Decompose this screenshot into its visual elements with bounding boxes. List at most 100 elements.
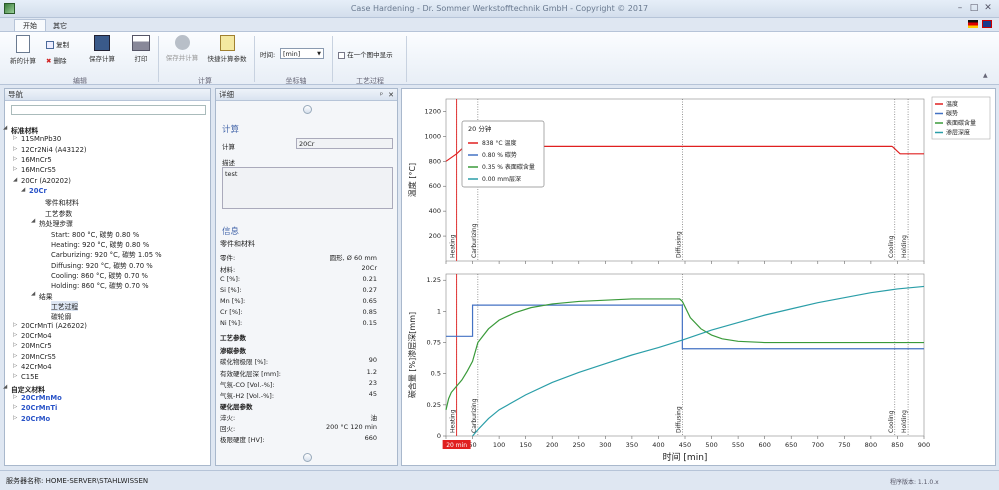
tree-item[interactable]: 11SMnPb30 bbox=[21, 135, 62, 144]
tree-item[interactable]: 20Cr (A20202) bbox=[21, 176, 71, 185]
german-flag-icon[interactable] bbox=[968, 20, 978, 28]
tree-expand-icon[interactable]: ▷ bbox=[13, 156, 18, 163]
detail-label: Ni [%]: bbox=[220, 319, 243, 327]
group-process-label: 工艺过程 bbox=[356, 77, 384, 85]
tree-item[interactable]: Holding: 860 °C, 碳势 0.70 % bbox=[51, 282, 149, 291]
tree-expand-icon[interactable]: ▷ bbox=[13, 352, 18, 359]
tree-expand-icon[interactable]: ▷ bbox=[13, 394, 18, 401]
tree-item[interactable]: 20CrMnMo bbox=[21, 394, 62, 403]
tree-item[interactable]: 自定义材料 bbox=[11, 385, 45, 394]
y-tick-label: 1 bbox=[437, 307, 441, 315]
tree-expand-icon[interactable]: ▷ bbox=[13, 321, 18, 328]
tree-item[interactable]: 20MnCrS5 bbox=[21, 352, 56, 361]
tree-collapse-icon[interactable]: ◢ bbox=[31, 290, 36, 297]
tree-item[interactable]: 20CrMnTi (A26202) bbox=[21, 321, 87, 330]
tree-item[interactable]: Diffusing: 920 °C, 碳势 0.70 % bbox=[51, 261, 153, 270]
print-button[interactable]: 打印 bbox=[128, 35, 154, 63]
x-tick-label: 850 bbox=[891, 441, 903, 449]
cursor-label: 20 min bbox=[446, 442, 467, 449]
chevron-down-icon: ▼ bbox=[317, 51, 321, 57]
part-material-heading: 零件和材料 bbox=[220, 240, 255, 248]
tree-item[interactable]: 热处理步骤 bbox=[39, 220, 73, 229]
tree-expand-icon[interactable]: ▷ bbox=[13, 373, 18, 380]
pin-icon[interactable]: ᵖ bbox=[380, 91, 383, 99]
scroll-down-icon[interactable] bbox=[303, 453, 312, 462]
copy-icon bbox=[46, 41, 54, 49]
uk-flag-icon[interactable] bbox=[982, 20, 992, 28]
calc-name-field[interactable]: 20Cr bbox=[296, 138, 393, 149]
tree-collapse-icon[interactable]: ◢ bbox=[3, 383, 8, 390]
x-tick-label: 400 bbox=[652, 441, 664, 449]
y-tick-label: 200 bbox=[429, 232, 441, 240]
tree-item[interactable]: 标准材料 bbox=[11, 127, 39, 135]
tree-expand-icon[interactable]: ▷ bbox=[13, 414, 18, 421]
detail-value: 200 °C 120 min bbox=[325, 423, 377, 431]
tree-item[interactable]: 工艺参数 bbox=[45, 209, 73, 218]
tree-collapse-icon[interactable]: ◢ bbox=[31, 218, 36, 225]
quick-calc-button[interactable]: 快捷计算参数 bbox=[204, 35, 250, 63]
series-line-碳势 bbox=[446, 304, 924, 350]
tree-item[interactable]: C15E bbox=[21, 373, 39, 382]
close-icon[interactable]: ✕ bbox=[388, 91, 394, 99]
tree-item[interactable]: 42CrMo4 bbox=[21, 363, 52, 372]
tree-expand-icon[interactable]: ▷ bbox=[13, 135, 18, 142]
tree-item[interactable]: 20CrMo4 bbox=[21, 332, 52, 340]
tree-item[interactable]: 20CrMo bbox=[21, 414, 51, 423]
tree-item[interactable]: Heating: 920 °C, 碳势 0.80 % bbox=[51, 240, 150, 249]
delete-button[interactable]: ✖ 删除 bbox=[46, 56, 67, 66]
chart-pane: 200 400 600 800 1000 1200 温度 [°C] Heating Carbur… bbox=[401, 88, 996, 466]
tree-item[interactable]: 12Cr2Ni4 (A43122) bbox=[21, 145, 87, 154]
tree-collapse-icon[interactable]: ◢ bbox=[3, 125, 8, 131]
x-tick-label: 800 bbox=[865, 441, 877, 449]
tree-collapse-icon[interactable]: ◢ bbox=[13, 176, 18, 183]
show-one-chart-checkbox[interactable]: 在一个图中显示 bbox=[338, 50, 393, 60]
tree-item[interactable]: 20MnCr5 bbox=[21, 342, 52, 351]
tree-expand-icon[interactable]: ▷ bbox=[13, 332, 18, 338]
y-tick-label: 600 bbox=[429, 182, 441, 190]
close-button[interactable]: ✕ bbox=[984, 3, 992, 13]
ribbon-collapse-icon[interactable]: ▲ bbox=[983, 72, 988, 79]
tree-item[interactable]: Cooling: 860 °C, 碳势 0.70 % bbox=[51, 271, 149, 280]
nav-search-input[interactable] bbox=[11, 105, 206, 115]
tree-expand-icon[interactable]: ▷ bbox=[13, 145, 18, 152]
tree-expand-icon[interactable]: ▷ bbox=[13, 342, 18, 349]
time-unit-select[interactable]: [min] ▼ bbox=[280, 48, 324, 59]
tab-other[interactable]: 其它 bbox=[53, 22, 67, 30]
ribbon-separator bbox=[254, 36, 255, 82]
tree-item[interactable]: 16MnCr5 bbox=[21, 156, 52, 165]
phase-label: Heating bbox=[450, 409, 457, 433]
navigation-pane: 导航 ◢ 标准材料 ▷ 11SMnPb30 ▷ 12Cr2Ni4 (A43122) ▷ 16M… bbox=[3, 88, 211, 466]
tree-item[interactable]: 20Cr bbox=[29, 187, 47, 196]
new-calc-button[interactable]: 新的计算 bbox=[6, 35, 40, 65]
save-and-calc-button[interactable]: 保存并计算 bbox=[162, 35, 202, 62]
copy-button[interactable]: 复制 bbox=[46, 40, 69, 50]
legend-entry: 碳势 bbox=[946, 110, 958, 118]
description-value: test bbox=[225, 170, 238, 178]
tree-item[interactable]: 20CrMnTi bbox=[21, 404, 58, 413]
minimize-button[interactable]: – bbox=[957, 3, 963, 13]
tree-item[interactable]: Start: 800 °C, 碳势 0.80 % bbox=[51, 230, 140, 239]
scroll-up-icon[interactable] bbox=[303, 105, 312, 114]
tree-item[interactable]: 工艺过程 bbox=[51, 300, 79, 311]
save-calc-button[interactable]: 保存计算 bbox=[84, 35, 120, 63]
tree-item[interactable]: 零件和材料 bbox=[45, 199, 79, 208]
description-field[interactable]: test bbox=[222, 167, 393, 209]
x-tick-label: 500 bbox=[705, 441, 717, 449]
tree-expand-icon[interactable]: ▷ bbox=[13, 166, 18, 173]
tooltip-line: 0.35 % 表面碳含量 bbox=[482, 163, 535, 171]
phase-label: Carburizing bbox=[471, 223, 478, 258]
desc-label: 描述 bbox=[222, 159, 235, 167]
tooltip-line: 0.00 mm层深 bbox=[482, 175, 521, 183]
maximize-button[interactable]: □ bbox=[969, 3, 979, 13]
tree-collapse-icon[interactable]: ◢ bbox=[21, 187, 26, 194]
tree-item[interactable]: 结果 bbox=[39, 292, 53, 301]
delete-label: 删除 bbox=[53, 57, 67, 65]
ribbon-separator bbox=[406, 36, 407, 82]
tree-expand-icon[interactable]: ▷ bbox=[13, 404, 18, 411]
tree-item[interactable]: 碳轮廓 bbox=[51, 313, 72, 322]
tree-item[interactable]: 16MnCrS5 bbox=[21, 166, 56, 175]
tree-expand-icon[interactable]: ▷ bbox=[13, 363, 18, 370]
tab-start[interactable]: 开始 bbox=[14, 19, 46, 32]
tree-item[interactable]: Carburizing: 920 °C, 碳势 1.05 % bbox=[51, 251, 162, 260]
